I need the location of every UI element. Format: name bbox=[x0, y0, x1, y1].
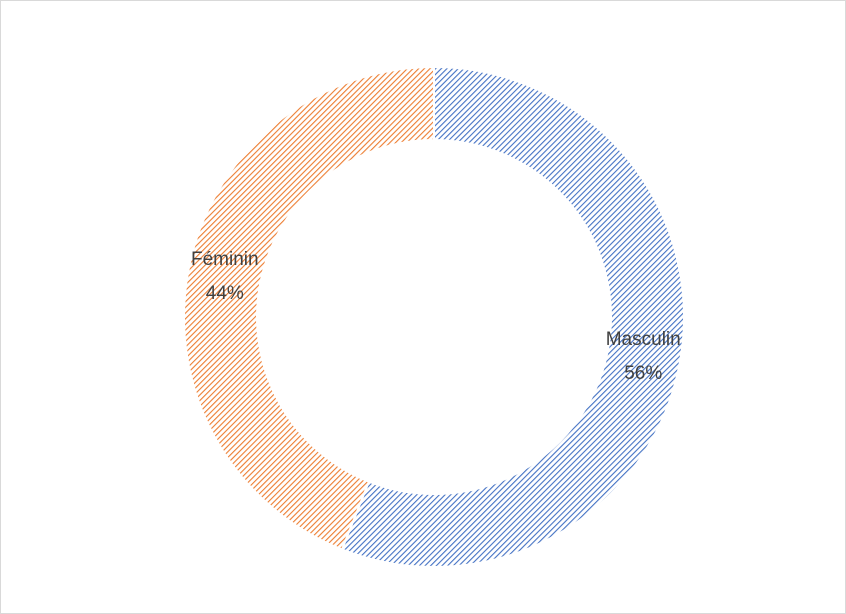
donut-slice bbox=[183, 65, 435, 551]
donut-slice bbox=[340, 65, 685, 568]
slice-value-label: 44% bbox=[206, 283, 244, 304]
slice-category-label: Masculin bbox=[606, 329, 681, 350]
slice-category-label: Féminin bbox=[191, 249, 259, 270]
slice-value-label: 56% bbox=[624, 363, 662, 384]
